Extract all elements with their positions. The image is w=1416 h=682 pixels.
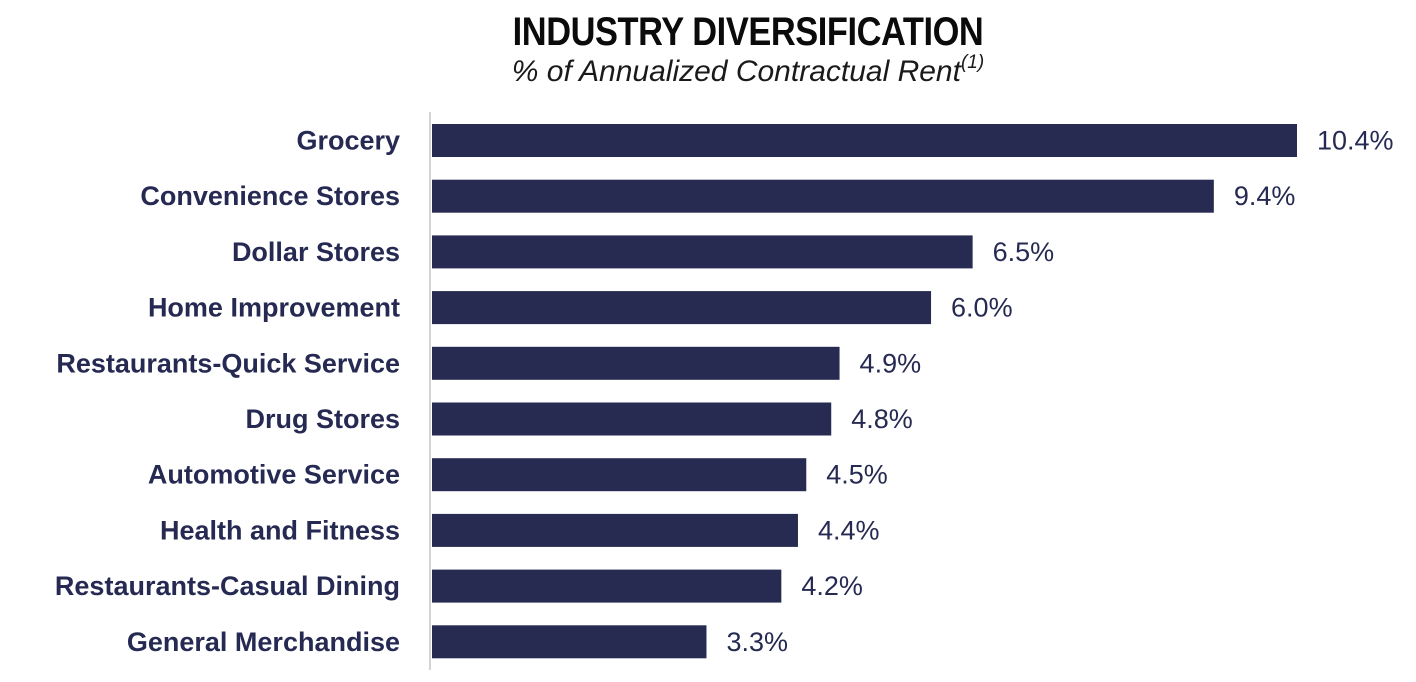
- bar: [432, 291, 932, 325]
- value-label: 10.4%: [1317, 126, 1394, 156]
- chart-title: INDUSTRY DIVERSIFICATION: [512, 10, 984, 54]
- value-label: 4.2%: [801, 571, 863, 601]
- bar: [432, 235, 973, 269]
- value-label: 4.5%: [826, 460, 888, 490]
- category-label: Restaurants-Casual Dining: [55, 571, 400, 601]
- category-label: Grocery: [296, 126, 400, 156]
- category-label: Convenience Stores: [140, 181, 400, 211]
- bar: [432, 625, 707, 659]
- bar: [432, 513, 798, 547]
- bar: [432, 179, 1214, 213]
- category-label: Dollar Stores: [232, 237, 400, 267]
- category-label: General Merchandise: [127, 627, 400, 657]
- category-label: Drug Stores: [245, 404, 400, 434]
- subtitle-text: % of Annualized Contractual Rent: [511, 55, 961, 88]
- bars-group: Grocery 10.4% Convenience Stores 9.4% Dollar…: [55, 124, 1394, 659]
- value-label: 9.4%: [1234, 181, 1296, 211]
- bar: [432, 346, 840, 380]
- category-label: Automotive Service: [148, 460, 400, 490]
- category-label: Health and Fitness: [160, 515, 400, 545]
- value-label: 6.5%: [993, 237, 1055, 267]
- value-label: 6.0%: [951, 293, 1013, 323]
- value-label: 4.8%: [851, 404, 913, 434]
- bar: [432, 569, 782, 603]
- value-label: 3.3%: [726, 627, 788, 657]
- chart-subtitle: % of Annualized Contractual Rent(1): [0, 52, 1416, 89]
- bar: [432, 124, 1297, 157]
- value-label: 4.4%: [818, 515, 880, 545]
- bar: [432, 402, 832, 436]
- category-label: Home Improvement: [148, 293, 400, 323]
- category-label: Restaurants-Quick Service: [56, 348, 400, 378]
- subtitle-footnote: (1): [960, 52, 985, 73]
- bar: [432, 458, 807, 492]
- value-label: 4.9%: [860, 348, 922, 378]
